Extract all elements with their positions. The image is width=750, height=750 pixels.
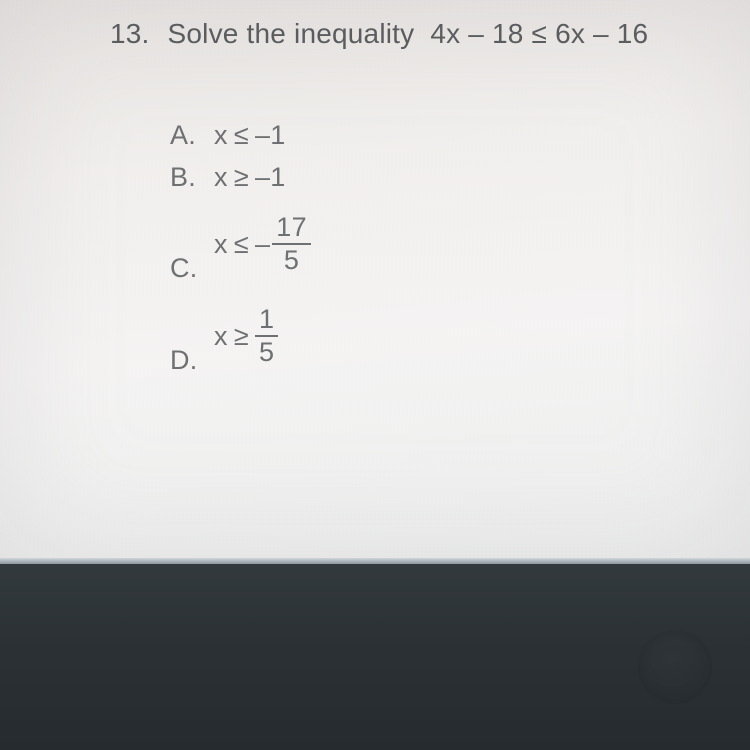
- option-b-letter: B.: [170, 162, 214, 193]
- option-b-rhs: –1: [255, 162, 286, 193]
- option-a-lhs: x: [214, 120, 228, 151]
- option-a-rel: ≤: [234, 120, 249, 151]
- option-d-num: 1: [255, 306, 278, 335]
- photo-frame: 13. Solve the inequality 4x – 18 ≤ 6x – …: [0, 0, 750, 750]
- option-a-math: x ≤ –1: [214, 120, 286, 151]
- question-line: 13. Solve the inequality 4x – 18 ≤ 6x – …: [110, 18, 648, 50]
- option-c-letter: C.: [170, 253, 214, 290]
- option-a-rhs: –1: [255, 120, 286, 151]
- option-c-lhs: x: [214, 229, 228, 260]
- option-a-letter: A.: [170, 120, 214, 151]
- option-d-rel: ≥: [234, 321, 249, 352]
- below-screen-area: [0, 564, 750, 750]
- option-c-den: 5: [280, 245, 303, 274]
- option-c-fraction: 17 5: [272, 214, 311, 274]
- option-b-math: x ≥ –1: [214, 162, 286, 193]
- options-list: A. x ≤ –1 B. x ≥ –1 C.: [170, 114, 311, 382]
- question-number: 13.: [110, 18, 150, 50]
- option-d-fraction: 1 5: [255, 306, 278, 366]
- option-d-den: 5: [255, 337, 278, 366]
- option-b-rel: ≥: [234, 162, 249, 193]
- option-d-lhs: x: [214, 321, 228, 352]
- screen-area: 13. Solve the inequality 4x – 18 ≤ 6x – …: [0, 0, 750, 560]
- option-c-num: 17: [272, 214, 311, 243]
- option-d-letter: D.: [170, 345, 214, 382]
- option-c: C. x ≤ – 17 5: [170, 198, 311, 290]
- option-c-neg: –: [255, 229, 270, 260]
- question-stem: Solve the inequality: [168, 18, 415, 49]
- option-c-math: x ≤ – 17 5: [214, 214, 311, 274]
- question-expression-text: 4x – 18 ≤ 6x – 16: [430, 18, 648, 49]
- option-b: B. x ≥ –1: [170, 156, 311, 198]
- option-b-lhs: x: [214, 162, 228, 193]
- option-a: A. x ≤ –1: [170, 114, 311, 156]
- logo-emboss: [638, 630, 712, 704]
- option-c-rel: ≤: [234, 229, 249, 260]
- option-d: D. x ≥ 1 5: [170, 290, 311, 382]
- option-d-math: x ≥ 1 5: [214, 306, 278, 366]
